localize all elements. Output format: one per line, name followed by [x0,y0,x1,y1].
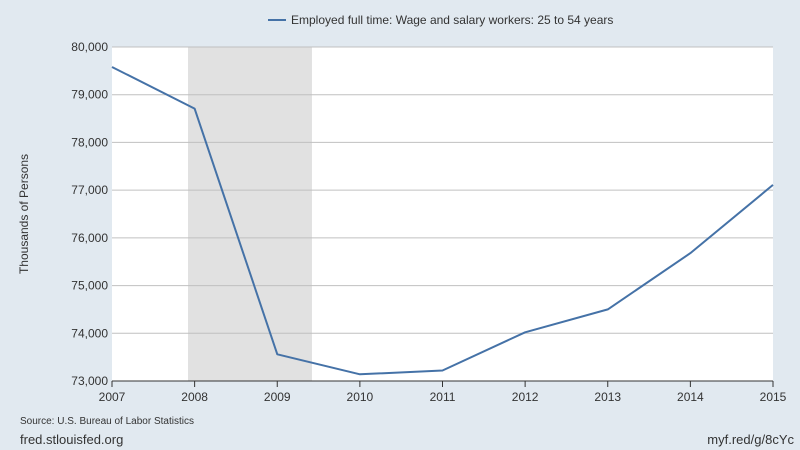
y-tick-label: 75,000 [71,279,108,293]
series-line [111,66,774,376]
short-url-link[interactable]: myf.red/g/8cYc [707,432,794,447]
x-tick-label: 2009 [264,390,291,404]
y-tick-label: 78,000 [71,135,108,149]
x-tick-label: 2007 [99,390,126,404]
x-tick-label: 2013 [594,390,621,404]
y-tick-label: 76,000 [71,231,108,245]
y-tick-label: 73,000 [71,374,108,388]
y-tick-label: 79,000 [71,88,108,102]
recession-shading-layer [188,47,312,381]
x-tick-label: 2008 [181,390,208,404]
x-tick-label: 2015 [760,390,787,404]
y-tick-label: 77,000 [71,183,108,197]
recession-band [188,47,312,381]
site-link[interactable]: fred.stlouisfed.org [20,432,124,447]
series-layer [111,66,774,376]
x-tick-label: 2010 [347,390,374,404]
legend: Employed full time: Wage and salary work… [268,13,613,27]
x-tick-label: 2012 [512,390,539,404]
y-tick-label: 80,000 [71,40,108,54]
y-tick-label: 74,000 [71,326,108,340]
x-tick-label: 2011 [430,390,456,404]
axes: 73,000 74,000 75,000 76,000 77,000 78,000 79,0… [71,40,786,404]
y-axis-title: Thousands of Persons [17,154,31,274]
source-note: Source: U.S. Bureau of Labor Statistics [20,416,194,427]
legend-label: Employed full time: Wage and salary work… [291,13,613,27]
x-tick-label: 2014 [677,390,704,404]
